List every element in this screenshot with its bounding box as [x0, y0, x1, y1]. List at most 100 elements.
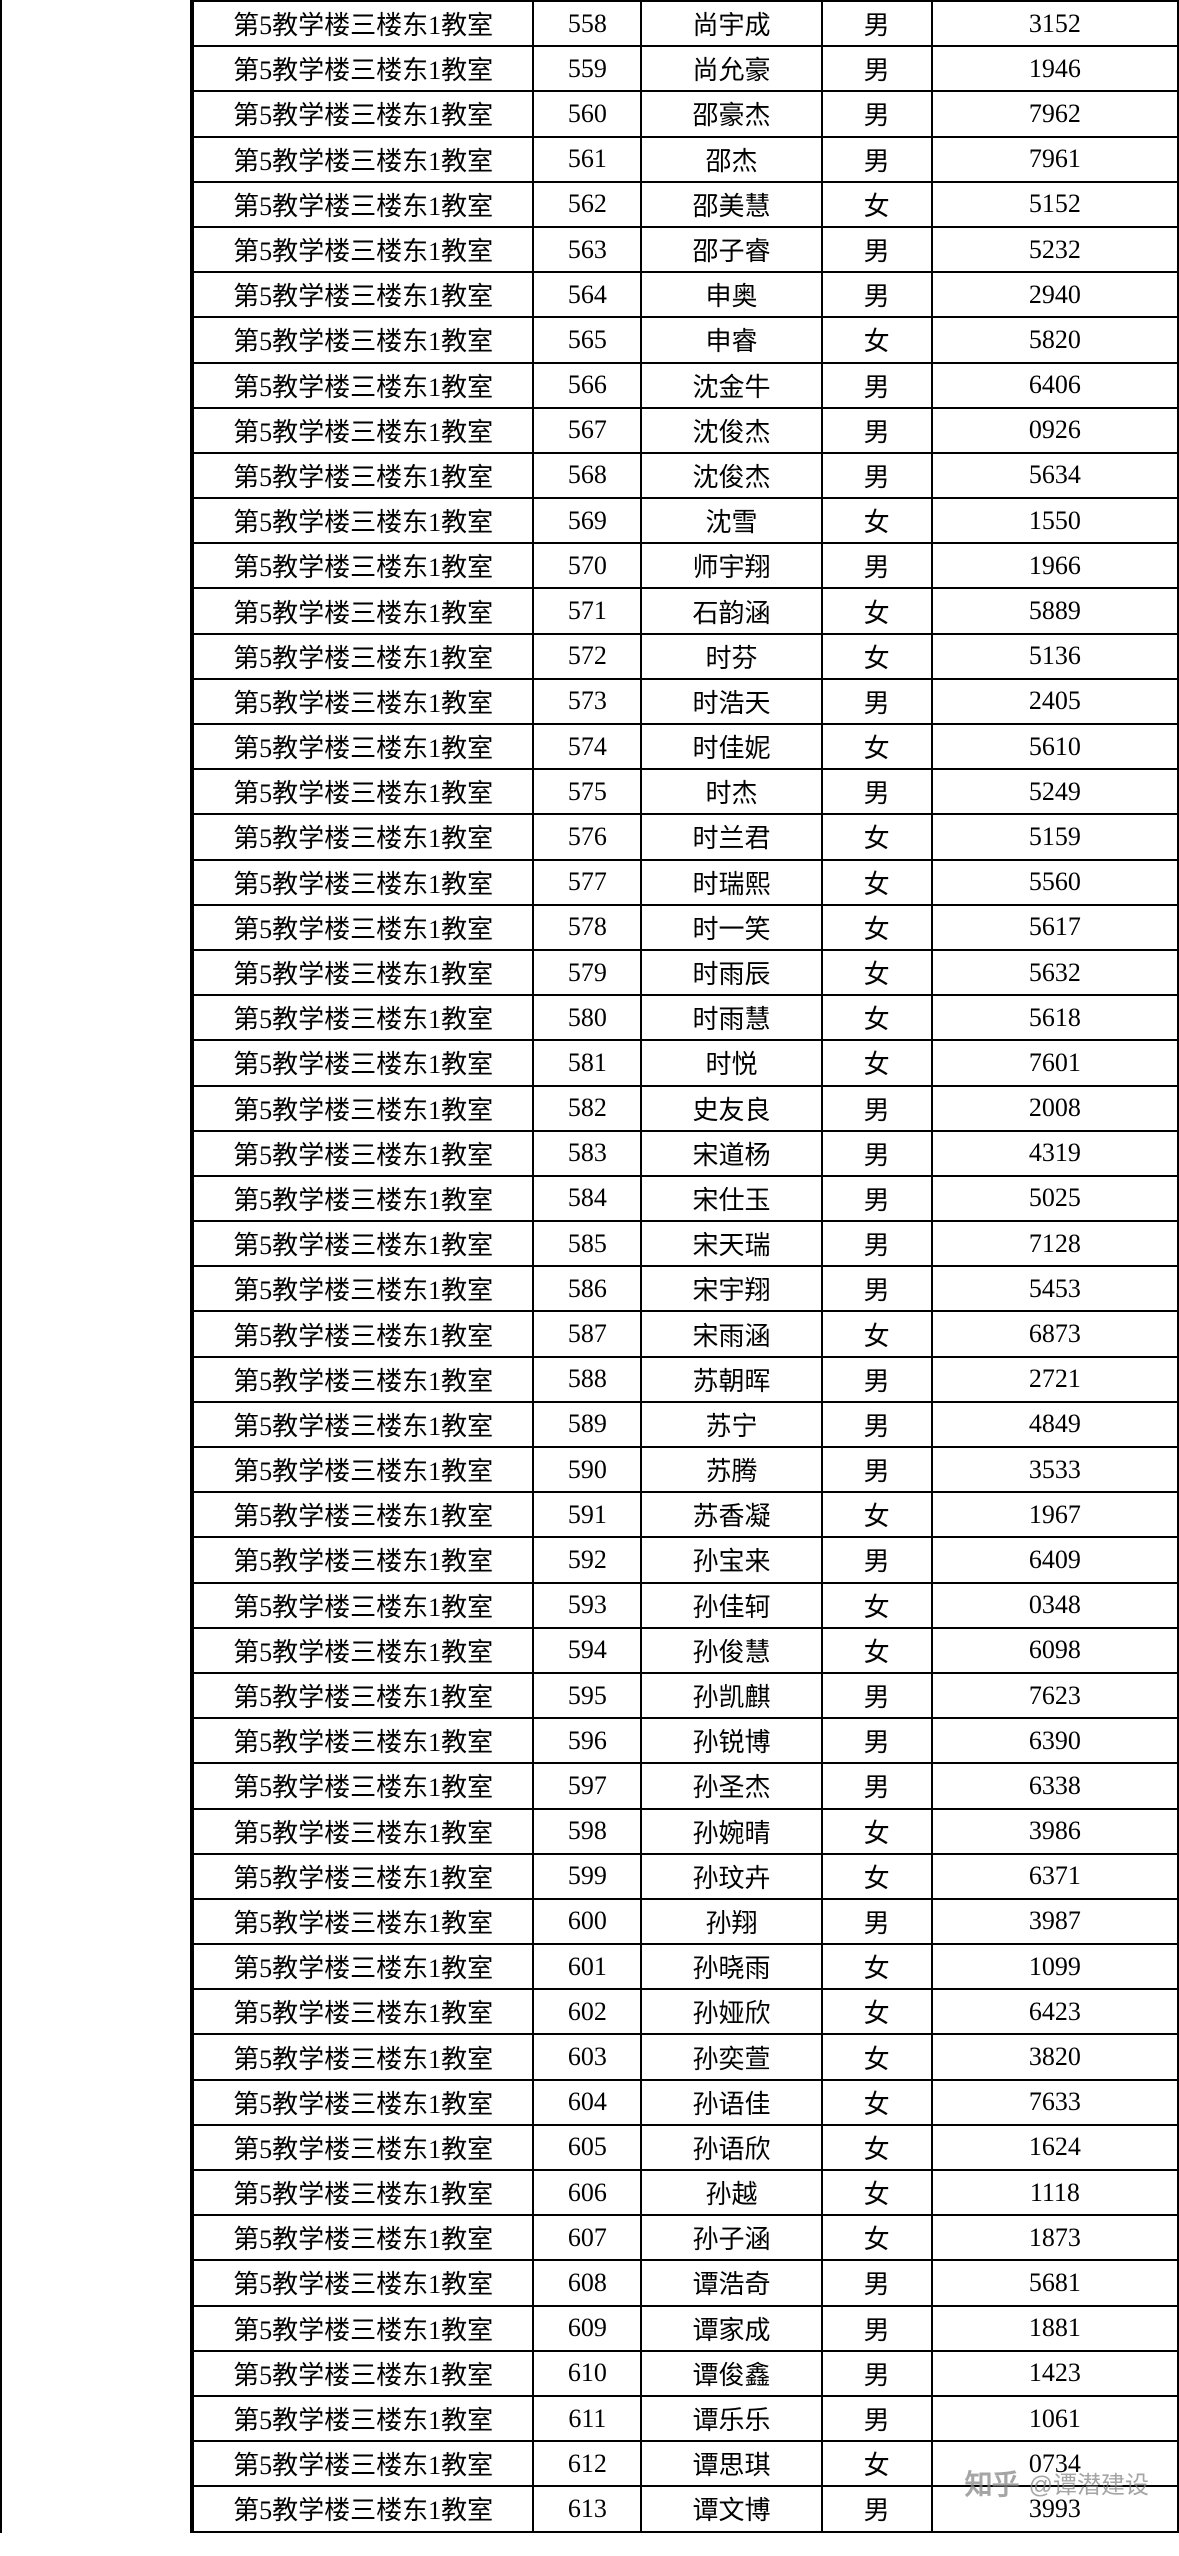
cell-name: 沈金牛 — [641, 363, 821, 408]
cell-id: 600 — [533, 1899, 641, 1944]
cell-code: 2721 — [932, 1357, 1178, 1402]
cell-room: 第5教学楼三楼东1教室 — [193, 1131, 533, 1176]
cell-id: 579 — [533, 950, 641, 995]
cell-code: 7601 — [932, 1040, 1178, 1085]
cell-name: 邵美慧 — [641, 182, 821, 227]
cell-id: 601 — [533, 1944, 641, 1989]
cell-code: 5632 — [932, 950, 1178, 995]
cell-code: 6873 — [932, 1311, 1178, 1356]
cell-code: 5453 — [932, 1266, 1178, 1311]
cell-gender: 女 — [822, 905, 932, 950]
table-row: 第5教学楼三楼东1教室578时一笑女5617 — [193, 905, 1178, 950]
cell-id: 573 — [533, 679, 641, 724]
cell-name: 时雨辰 — [641, 950, 821, 995]
cell-room: 第5教学楼三楼东1教室 — [193, 1583, 533, 1628]
cell-room: 第5教学楼三楼东1教室 — [193, 1537, 533, 1582]
cell-id: 598 — [533, 1809, 641, 1854]
student-roster-table: 第5教学楼三楼东1教室558尚宇成男3152第5教学楼三楼东1教室559尚允豪男… — [192, 0, 1179, 2533]
cell-id: 608 — [533, 2260, 641, 2305]
cell-gender: 女 — [822, 2034, 932, 2079]
table-row: 第5教学楼三楼东1教室601孙晓雨女1099 — [193, 1944, 1178, 1989]
cell-code: 5634 — [932, 453, 1178, 498]
cell-code: 5232 — [932, 227, 1178, 272]
cell-room: 第5教学楼三楼东1教室 — [193, 905, 533, 950]
cell-room: 第5教学楼三楼东1教室 — [193, 272, 533, 317]
cell-name: 孙晓雨 — [641, 1944, 821, 1989]
cell-name: 邵杰 — [641, 137, 821, 182]
cell-gender: 男 — [822, 1447, 932, 1492]
cell-id: 576 — [533, 814, 641, 859]
cell-gender: 男 — [822, 1718, 932, 1763]
cell-gender: 男 — [822, 227, 932, 272]
cell-room: 第5教学楼三楼东1教室 — [193, 679, 533, 724]
cell-name: 苏朝晖 — [641, 1357, 821, 1402]
cell-name: 沈雪 — [641, 498, 821, 543]
cell-gender: 女 — [822, 2441, 932, 2486]
cell-name: 时悦 — [641, 1040, 821, 1085]
outer-wrapper: 第5教学楼三楼东1教室558尚宇成男3152第5教学楼三楼东1教室559尚允豪男… — [0, 0, 1179, 2533]
table-row: 第5教学楼三楼东1教室603孙奕萱女3820 — [193, 2034, 1178, 2079]
cell-gender: 女 — [822, 1809, 932, 1854]
cell-gender: 男 — [822, 1763, 932, 1808]
table-row: 第5教学楼三楼东1教室598孙婉晴女3986 — [193, 1809, 1178, 1854]
table-row: 第5教学楼三楼东1教室583宋道杨男4319 — [193, 1131, 1178, 1176]
cell-name: 沈俊杰 — [641, 453, 821, 498]
cell-code: 5889 — [932, 588, 1178, 633]
cell-name: 宋天瑞 — [641, 1221, 821, 1266]
cell-name: 谭家成 — [641, 2306, 821, 2351]
table-row: 第5教学楼三楼东1教室600孙翔男3987 — [193, 1899, 1178, 1944]
cell-id: 609 — [533, 2306, 641, 2351]
cell-gender: 男 — [822, 363, 932, 408]
cell-name: 谭乐乐 — [641, 2396, 821, 2441]
cell-room: 第5教学楼三楼东1教室 — [193, 363, 533, 408]
cell-name: 苏腾 — [641, 1447, 821, 1492]
cell-id: 578 — [533, 905, 641, 950]
cell-gender: 女 — [822, 2125, 932, 2170]
cell-gender: 男 — [822, 1176, 932, 1221]
cell-code: 1967 — [932, 1492, 1178, 1537]
cell-room: 第5教学楼三楼东1教室 — [193, 543, 533, 588]
cell-room: 第5教学楼三楼东1教室 — [193, 2034, 533, 2079]
cell-code: 6423 — [932, 1989, 1178, 2034]
cell-room: 第5教学楼三楼东1教室 — [193, 2260, 533, 2305]
cell-gender: 男 — [822, 2306, 932, 2351]
cell-gender: 女 — [822, 1311, 932, 1356]
cell-gender: 男 — [822, 408, 932, 453]
cell-room: 第5教学楼三楼东1教室 — [193, 2306, 533, 2351]
cell-name: 邵子睿 — [641, 227, 821, 272]
cell-name: 孙语欣 — [641, 2125, 821, 2170]
cell-gender: 女 — [822, 860, 932, 905]
table-row: 第5教学楼三楼东1教室577时瑞熙女5560 — [193, 860, 1178, 905]
cell-gender: 男 — [822, 91, 932, 136]
cell-gender: 男 — [822, 1357, 932, 1402]
cell-name: 师宇翔 — [641, 543, 821, 588]
cell-id: 572 — [533, 634, 641, 679]
cell-room: 第5教学楼三楼东1教室 — [193, 2396, 533, 2441]
table-row: 第5教学楼三楼东1教室604孙语佳女7633 — [193, 2080, 1178, 2125]
cell-name: 孙佳轲 — [641, 1583, 821, 1628]
cell-room: 第5教学楼三楼东1教室 — [193, 1266, 533, 1311]
cell-code: 6338 — [932, 1763, 1178, 1808]
cell-code: 5025 — [932, 1176, 1178, 1221]
cell-name: 孙子涵 — [641, 2215, 821, 2260]
cell-code: 7128 — [932, 1221, 1178, 1266]
table-row: 第5教学楼三楼东1教室566沈金牛男6406 — [193, 363, 1178, 408]
cell-room: 第5教学楼三楼东1教室 — [193, 2170, 533, 2215]
cell-room: 第5教学楼三楼东1教室 — [193, 1718, 533, 1763]
cell-code: 7962 — [932, 91, 1178, 136]
cell-gender: 男 — [822, 46, 932, 91]
cell-gender: 女 — [822, 182, 932, 227]
cell-id: 575 — [533, 769, 641, 814]
cell-id: 563 — [533, 227, 641, 272]
cell-room: 第5教学楼三楼东1教室 — [193, 317, 533, 362]
cell-code: 4319 — [932, 1131, 1178, 1176]
watermark-logo-text: 知乎 — [965, 2463, 1019, 2503]
cell-room: 第5教学楼三楼东1教室 — [193, 1402, 533, 1447]
cell-gender: 男 — [822, 1899, 932, 1944]
cell-gender: 男 — [822, 1131, 932, 1176]
cell-gender: 女 — [822, 1944, 932, 1989]
table-row: 第5教学楼三楼东1教室582史友良男2008 — [193, 1086, 1178, 1131]
cell-code: 5152 — [932, 182, 1178, 227]
table-body: 第5教学楼三楼东1教室558尚宇成男3152第5教学楼三楼东1教室559尚允豪男… — [193, 1, 1178, 2532]
cell-gender: 男 — [822, 543, 932, 588]
